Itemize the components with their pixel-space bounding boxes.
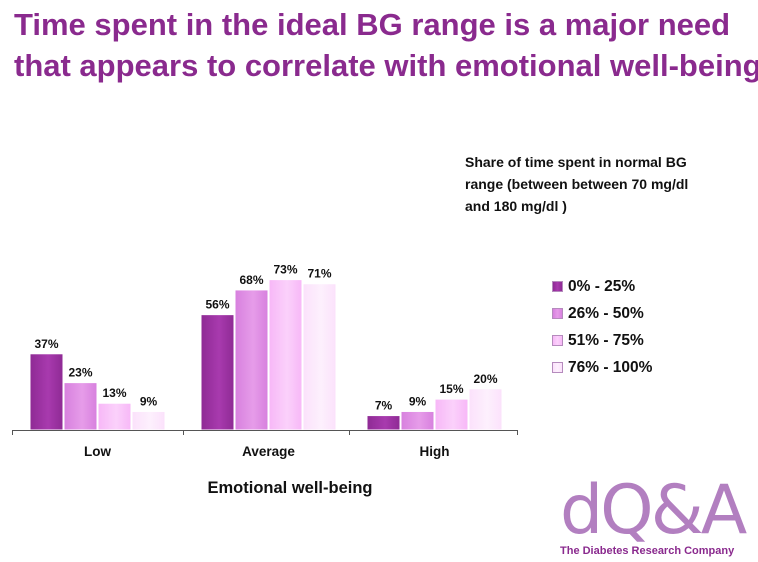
legend-label: 26% - 50% [568, 304, 644, 322]
logo-mark: dQ&A [560, 471, 747, 550]
legend-swatch [552, 308, 563, 319]
bar-high-series-2 [400, 410, 435, 431]
legend-item-4: 76% - 100% [552, 354, 652, 381]
bar-low-series-3 [97, 402, 132, 431]
data-label-high-series-1: 7% [375, 399, 393, 413]
legend-swatch [552, 281, 563, 292]
company-logo: dQ&A The Diabetes Research Company [560, 471, 756, 561]
bar-average-series-4 [302, 283, 337, 431]
data-label-average-series-2: 68% [239, 273, 263, 287]
bar-average-series-1 [200, 314, 235, 431]
legend-label: 0% - 25% [568, 277, 636, 295]
chart-title-line-2: that appears to correlate with emotional… [14, 48, 758, 83]
bar-average-series-2 [234, 289, 269, 431]
legend-item-3: 51% - 75% [552, 327, 652, 354]
legend-title: Share of time spent in normal BG range (… [465, 154, 689, 214]
legend-label: 51% - 75% [568, 331, 644, 349]
x-tick-label-high: High [420, 444, 450, 459]
bar-high-series-4 [468, 388, 503, 431]
data-label-low-series-3: 13% [102, 386, 126, 400]
data-label-high-series-4: 20% [473, 372, 497, 386]
legend-item-2: 26% - 50% [552, 300, 652, 327]
bar-high-series-1 [366, 415, 401, 431]
chart-title-line-1: Time spent in the ideal BG range is a ma… [14, 7, 731, 42]
data-label-low-series-4: 9% [140, 394, 158, 408]
logo-tagline: The Diabetes Research Company [560, 545, 735, 557]
bar-average-series-3 [268, 279, 303, 431]
legend: 0% - 25% 26% - 50% 51% - 75% 76% - 100% [552, 273, 652, 381]
bar-high-series-3 [434, 398, 469, 431]
bar-low-series-2 [63, 382, 98, 431]
legend-label: 76% - 100% [568, 358, 653, 376]
chart-title: Time spent in the ideal BG range is a ma… [14, 4, 758, 86]
data-label-average-series-1: 56% [205, 298, 229, 312]
data-label-low-series-1: 37% [34, 337, 58, 351]
bar-low-series-1 [29, 353, 64, 431]
legend-item-1: 0% - 25% [552, 273, 652, 300]
legend-swatch [552, 335, 563, 346]
x-tick-label-low: Low [84, 444, 111, 459]
x-tick-label-average: Average [242, 444, 295, 459]
data-label-high-series-3: 15% [439, 382, 463, 396]
x-axis-title: Emotional well-being [207, 479, 373, 497]
data-label-average-series-4: 71% [307, 267, 331, 281]
legend-swatch [552, 362, 563, 373]
data-label-high-series-2: 9% [409, 394, 427, 408]
bar-low-series-4 [131, 410, 166, 431]
data-label-average-series-3: 73% [273, 263, 297, 277]
data-label-low-series-2: 23% [68, 366, 92, 380]
